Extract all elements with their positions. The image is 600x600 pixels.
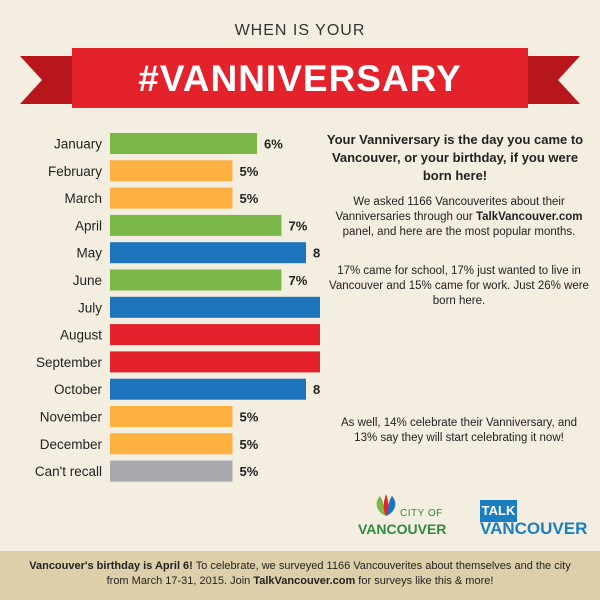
talkvancouver-link[interactable]: TalkVancouver.com [475,211,583,223]
category-label: Can't recall [35,464,102,479]
survey-text: We asked 1166 Vancouverites about their … [335,196,565,223]
talk-logo-line1: TALK [480,500,517,522]
value-label: 6% [264,137,283,152]
bar [110,406,233,427]
category-label: May [76,246,102,261]
title-banner: #VANNIVERSARY [0,44,600,114]
month-bar-chart: January 6% February 5% March 5% April 7% May 8% Ju… [35,133,320,482]
value-label: 8% [313,382,320,397]
footer-line2: from March 17-31, 2015. Join TalkVancouv… [0,574,600,589]
bar [110,296,320,318]
bar [110,242,306,264]
bar [110,351,320,373]
value-label: 5% [240,191,259,206]
survey-paragraph: We asked 1166 Vancouverites about their … [328,195,590,240]
category-label: August [60,328,102,343]
bar [110,160,233,182]
talk-logo-line2: VANCOUVER [480,519,588,538]
category-label: June [73,273,102,288]
category-label: September [36,355,103,370]
value-label: 5% [240,410,259,425]
category-label: February [48,164,102,179]
bar [110,460,233,482]
talk-vancouver-logo[interactable]: TALK VANCOUVER [480,500,590,540]
city-of-vancouver-logo: CITY OF VANCOUVER [352,494,462,542]
header-subtitle: WHEN IS YOUR [234,22,366,39]
city-logo-line1: CITY OF [400,508,443,519]
category-label: November [40,410,103,425]
bar [110,214,282,236]
bar [110,269,282,291]
value-label: 7% [289,273,308,288]
category-label: April [75,218,102,233]
reasons-paragraph: 17% came for school, 17% just wanted to … [329,265,589,307]
city-logo-line2: VANCOUVER [358,521,447,537]
bar [110,433,233,455]
banner-ribbon [20,48,580,108]
survey-text-end: panel, and here are the most popular mon… [342,226,576,238]
footer-text2-end: for surveys like this & more! [355,575,494,587]
bar [110,133,257,154]
banner-title: #VANNIVERSARY [138,58,462,99]
footer-link[interactable]: TalkVancouver.com [253,575,356,587]
footer-text1: To celebrate, we surveyed 1166 Vancouver… [192,560,571,572]
bar [110,324,320,346]
footer-banner: Vancouver's birthday is April 6! To cele… [0,551,600,600]
footer-text2: from March 17-31, 2015. Join [106,575,254,587]
value-label: 7% [289,218,308,233]
category-label: December [40,437,103,452]
celebrate-paragraph: As well, 14% celebrate their Vanniversar… [340,417,578,444]
footer-line1: Vancouver's birthday is April 6! To cele… [0,559,600,574]
value-label: 5% [240,437,259,452]
category-label: July [78,300,102,315]
value-label: 5% [240,164,259,179]
bar [110,187,233,209]
value-label: 8% [313,246,320,261]
city-leaf-icon [376,494,396,516]
category-label: January [54,137,102,152]
category-label: March [64,191,102,206]
value-label: 5% [240,464,259,479]
category-label: October [54,382,103,397]
footer-bold: Vancouver's birthday is April 6! [29,560,193,572]
intro-text: Your Vanniversary is the day you came to… [326,132,584,183]
bar [110,378,306,400]
